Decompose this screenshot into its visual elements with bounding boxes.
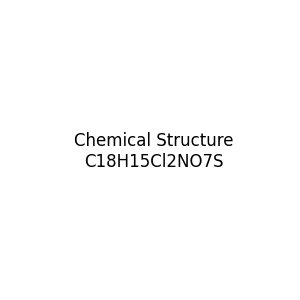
Text: Chemical Structure
C18H15Cl2NO7S: Chemical Structure C18H15Cl2NO7S (74, 132, 233, 171)
